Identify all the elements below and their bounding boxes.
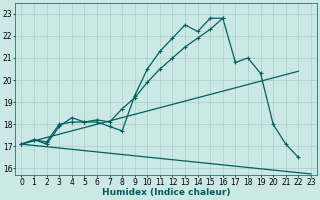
X-axis label: Humidex (Indice chaleur): Humidex (Indice chaleur) <box>102 188 230 197</box>
